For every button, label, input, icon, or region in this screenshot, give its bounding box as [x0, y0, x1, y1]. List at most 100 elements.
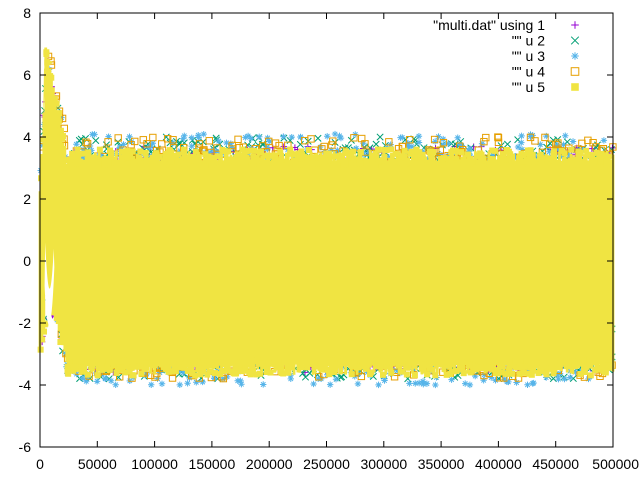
data-point	[349, 159, 353, 373]
data-point	[186, 374, 193, 382]
data-point	[280, 370, 287, 377]
data-point	[530, 379, 537, 387]
data-point	[543, 132, 550, 140]
data-point	[241, 151, 248, 158]
data-point	[193, 379, 200, 386]
data-point	[283, 158, 286, 366]
data-point	[430, 135, 439, 144]
data-point	[297, 161, 304, 168]
data-point	[286, 152, 290, 371]
data-point	[550, 370, 557, 377]
data-point	[414, 156, 418, 371]
data-point	[409, 160, 412, 367]
data-point	[110, 362, 117, 369]
data-point	[438, 161, 445, 168]
data-point	[310, 380, 317, 388]
data-point	[420, 158, 424, 375]
data-point	[279, 152, 283, 373]
data-point	[331, 153, 338, 160]
data-point	[169, 360, 176, 367]
data-point	[415, 133, 423, 140]
data-point	[408, 143, 416, 150]
data-point	[460, 156, 467, 163]
data-point	[430, 151, 433, 371]
data-point	[555, 375, 562, 383]
data-point	[225, 148, 232, 155]
data-point	[520, 158, 527, 165]
data-point	[489, 147, 496, 154]
data-point	[586, 160, 590, 370]
data-point	[48, 74, 55, 81]
data-point	[53, 100, 60, 107]
data-point	[376, 153, 380, 366]
data-point	[315, 373, 323, 381]
data-point	[101, 156, 105, 373]
data-point	[438, 358, 445, 365]
data-point	[106, 147, 113, 154]
data-point	[250, 153, 257, 160]
data-point	[118, 161, 125, 168]
data-point	[464, 158, 468, 365]
data-point	[416, 152, 420, 365]
data-point	[191, 158, 195, 374]
data-point	[330, 160, 334, 375]
data-point	[153, 157, 156, 375]
data-point	[340, 161, 347, 168]
data-point	[518, 139, 525, 146]
data-point	[357, 372, 366, 381]
data-point	[321, 364, 328, 371]
data-point	[535, 158, 538, 369]
data-point	[204, 160, 208, 370]
data-point	[334, 160, 338, 369]
data-point	[479, 152, 483, 366]
legend-label: "" u 2	[512, 33, 546, 49]
data-point	[512, 363, 519, 370]
data-point	[158, 380, 166, 387]
data-point	[304, 364, 311, 371]
data-point	[600, 151, 603, 374]
data-point	[439, 141, 447, 148]
data-point	[265, 157, 269, 365]
data-point	[386, 160, 390, 365]
data-point	[458, 359, 465, 366]
data-point	[267, 152, 274, 159]
data-point	[58, 114, 65, 121]
data-point	[385, 138, 393, 146]
data-point	[466, 148, 473, 155]
data-point	[360, 140, 367, 147]
data-point	[375, 146, 382, 153]
data-point	[458, 149, 465, 156]
data-point	[351, 363, 358, 370]
data-point	[332, 149, 340, 157]
data-point	[582, 154, 586, 372]
data-point	[581, 368, 588, 375]
data-point	[267, 153, 271, 370]
data-point	[372, 140, 380, 148]
data-point	[407, 157, 411, 371]
data-point	[250, 367, 257, 374]
data-point	[487, 151, 491, 372]
data-point	[492, 370, 499, 377]
data-point	[491, 156, 495, 373]
data-point	[360, 151, 368, 158]
data-point	[326, 370, 333, 377]
data-point	[441, 160, 445, 373]
data-point	[435, 160, 439, 374]
data-point	[431, 138, 439, 145]
data-point	[159, 160, 166, 167]
data-point	[138, 370, 145, 377]
data-point	[493, 156, 496, 373]
data-point	[134, 158, 137, 369]
data-point	[401, 160, 408, 167]
data-point	[105, 359, 112, 366]
data-point	[223, 151, 227, 369]
data-point	[181, 364, 188, 371]
data-point	[80, 150, 87, 157]
data-point	[584, 152, 588, 371]
data-point	[298, 157, 302, 373]
data-point	[347, 136, 355, 144]
data-point	[171, 363, 178, 370]
data-point	[275, 157, 279, 367]
data-point	[51, 87, 55, 313]
data-point	[84, 159, 88, 375]
